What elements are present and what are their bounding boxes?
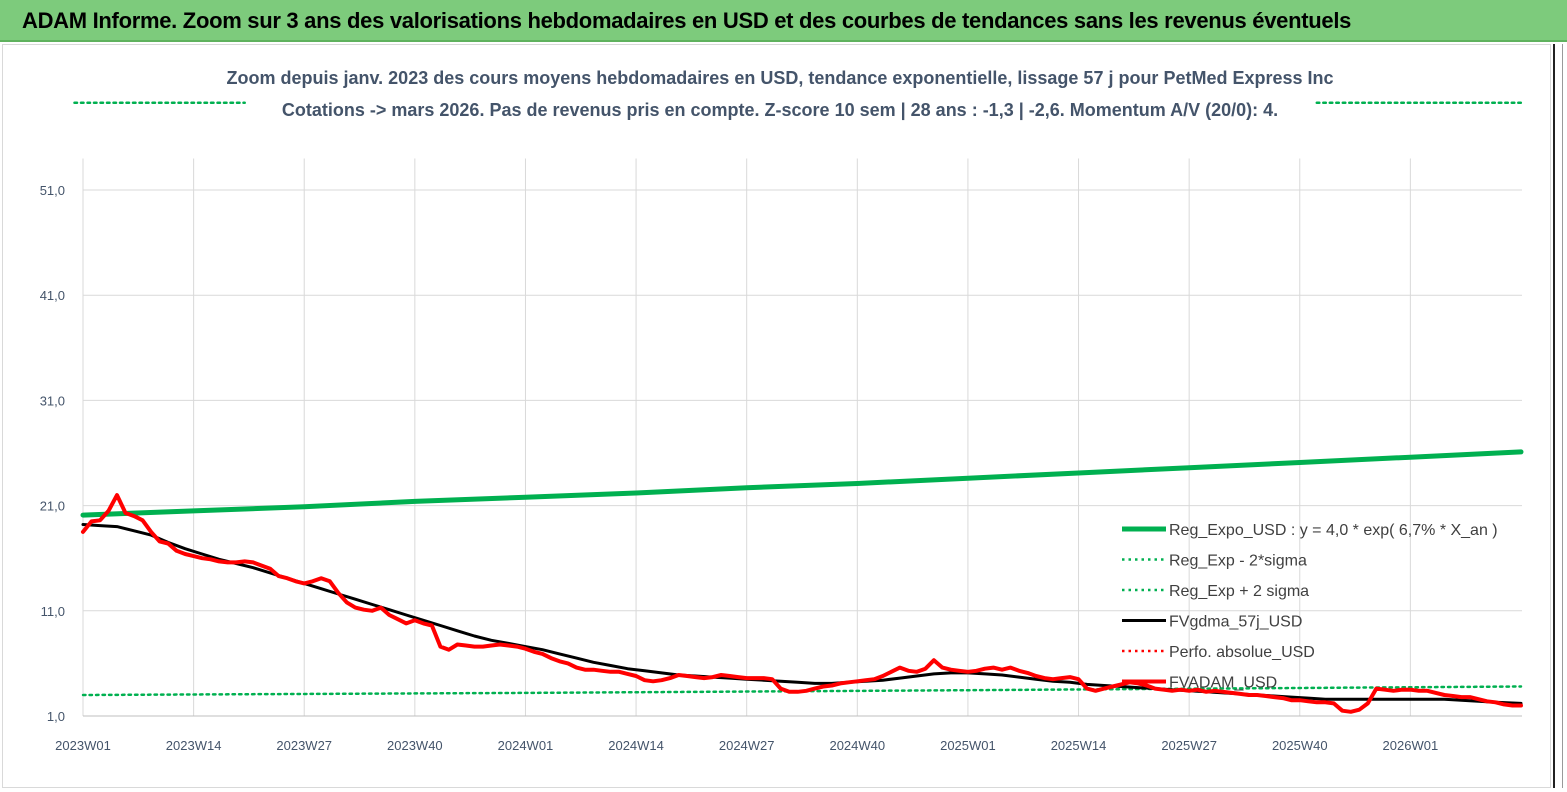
legend-entry-label: FVADAM_USD [1169, 675, 1277, 692]
y-tick-label: 31,0 [40, 393, 65, 408]
legend-entry-label: Reg_Expo_USD : y = 4,0 * exp( 6,7% * X_a… [1169, 522, 1498, 539]
right-border [1553, 44, 1563, 788]
legend-entry-label: FVgdma_57j_USD [1169, 614, 1302, 631]
y-axis-ticks: 1,0 11,0 21,0 31,0 41,0 51,0 [40, 183, 65, 724]
series-line-reg-exp-2-sigma [81, 685, 1523, 697]
x-tick-label: 2023W40 [387, 738, 443, 753]
x-tick-label: 2023W27 [276, 738, 332, 753]
x-tick-label: 2023W14 [166, 738, 222, 753]
x-tick-label: 2025W40 [1272, 738, 1328, 753]
y-tick-label: 51,0 [40, 183, 65, 198]
y-tick-label: 11,0 [41, 604, 65, 619]
x-tick-label: 2023W01 [55, 738, 111, 753]
x-tick-label: 2026W01 [1383, 738, 1439, 753]
chart-legend: Reg_Expo_USD : y = 4,0 * exp( 6,7% * X_a… [1122, 522, 1498, 692]
x-tick-label: 2025W01 [940, 738, 996, 753]
x-tick-label: 2024W14 [608, 738, 664, 753]
chart-title-line-2: Cotations -> mars 2026. Pas de revenus p… [282, 100, 1278, 120]
chart-frame [2, 44, 1551, 788]
series-line-fvadam-usd [81, 493, 1523, 714]
y-tick-label: 41,0 [40, 288, 65, 303]
legend-entry-label: Reg_Exp + 2 sigma [1169, 583, 1309, 600]
x-axis-ticks: 2023W01 2023W14 2023W27 2023W40 2024W01 2024W… [55, 738, 1438, 753]
report-banner: ADAM Informe. Zoom sur 3 ans des valoris… [0, 0, 1567, 42]
gridlines [82, 158, 1522, 717]
data-series [73, 101, 1524, 714]
y-tick-label: 21,0 [40, 499, 65, 514]
y-tick-label: 1,0 [47, 709, 65, 724]
x-tick-label: 2024W01 [498, 738, 554, 753]
x-tick-label: 2025W27 [1161, 738, 1217, 753]
x-tick-label: 2025W14 [1051, 738, 1107, 753]
report-title: ADAM Informe. Zoom sur 3 ans des valoris… [22, 8, 1352, 33]
series-line-reg-expo-usd-y-4-0-exp-6-7-x-an [80, 449, 1524, 518]
legend-entry-label: Perfo. absolue_USD [1169, 644, 1315, 661]
series-line-fvgdma-57j-usd [81, 523, 1523, 705]
chart-title-line-1: Zoom depuis janv. 2023 des cours moyens … [226, 68, 1333, 88]
legend-entry-label: Reg_Exp - 2*sigma [1169, 553, 1307, 570]
x-tick-label: 2024W40 [829, 738, 885, 753]
x-tick-label: 2024W27 [719, 738, 775, 753]
